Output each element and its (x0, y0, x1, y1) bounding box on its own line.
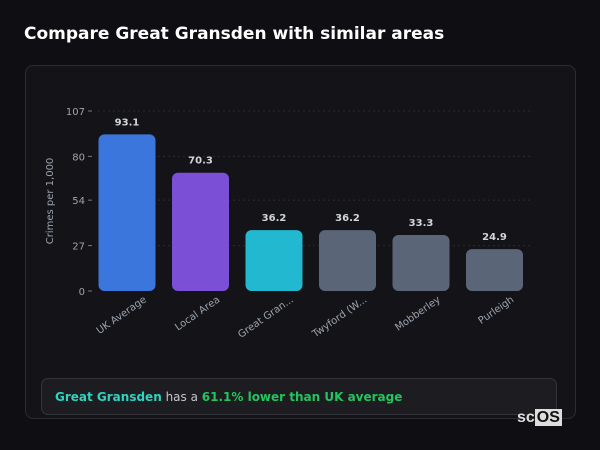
x-tick-label: Great Gran... (236, 294, 295, 340)
data-label: 93.1 (115, 117, 140, 128)
summary-text: has a (161, 390, 202, 404)
summary-box: Great Gransden has a 61.1% lower than UK… (41, 378, 557, 415)
x-tick-label: Mobberley (393, 294, 442, 333)
bar (466, 249, 523, 291)
bar (319, 230, 376, 291)
bar (172, 172, 229, 291)
y-tick-label: 54 (72, 196, 85, 207)
bar (98, 134, 156, 291)
data-label: 36.2 (262, 213, 287, 224)
x-tick-label: Twyford (W... (310, 294, 369, 340)
bar (392, 234, 450, 291)
bar (245, 230, 303, 291)
data-label: 33.3 (409, 218, 434, 229)
y-tick-label: 27 (72, 242, 85, 253)
x-tick-label: UK Average (95, 294, 149, 336)
summary-area: Great Gransden (55, 390, 162, 404)
y-axis-label: Crimes per 1,000 (45, 158, 56, 245)
page-title: Compare Great Gransden with similar area… (24, 24, 445, 44)
summary-result: 61.1% lower than UK average (201, 390, 403, 404)
x-tick-label: Local Area (173, 294, 222, 333)
y-tick-label: 107 (66, 107, 85, 118)
x-tick-label: Purleigh (477, 294, 517, 326)
data-label: 24.9 (482, 232, 507, 243)
y-tick-label: 80 (72, 152, 85, 163)
logo: sc OS (517, 409, 562, 426)
data-label: 36.2 (335, 213, 360, 224)
data-label: 70.3 (188, 156, 213, 167)
y-tick-label: 0 (79, 287, 85, 298)
